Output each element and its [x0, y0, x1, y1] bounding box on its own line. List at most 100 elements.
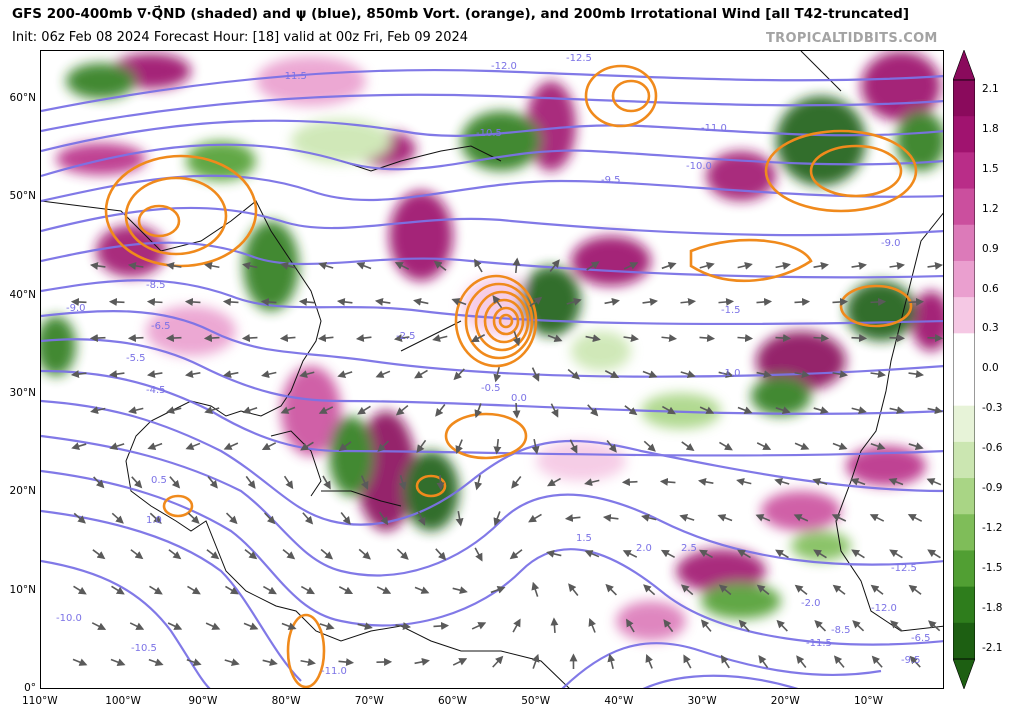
wind-arrow — [870, 297, 887, 306]
wind-arrow — [223, 370, 239, 379]
streamfunction-label: -4.5 — [146, 385, 166, 396]
wind-arrow — [717, 514, 733, 522]
wind-arrow — [908, 584, 922, 595]
colorbar-segment — [953, 586, 975, 624]
streamfunction-label: -9.0 — [66, 303, 86, 314]
wind-arrow — [207, 476, 218, 489]
lat-tick-label: 20°N — [9, 485, 36, 498]
wind-arrow — [435, 548, 447, 561]
colorbar-segment — [953, 405, 975, 443]
wind-arrow — [813, 549, 827, 559]
wind-arrow — [851, 406, 867, 415]
wind-arrow — [528, 513, 542, 523]
site-credit: TROPICALTIDBITS.COM — [766, 31, 938, 46]
wind-arrow — [564, 514, 581, 523]
wind-arrow — [890, 620, 903, 632]
wind-arrow — [585, 334, 601, 343]
wind-arrow — [70, 370, 87, 379]
streamfunction-label: -8.5 — [831, 625, 851, 636]
wind-arrow — [549, 259, 560, 272]
streamfunction-labels: -12.5 -12.0 -11.5 -11.0 -10.5 -10.0 -9.5 -9.0 -8… — [56, 53, 931, 677]
colorbar-tick-label: 2.1 — [982, 83, 999, 95]
wind-arrow — [432, 334, 448, 343]
wind-arrow — [263, 585, 277, 595]
wind-arrow — [550, 617, 559, 634]
vorticity-contours — [104, 64, 918, 688]
colorbar-tick-label: 0.3 — [982, 322, 999, 335]
wind-arrow — [512, 402, 521, 419]
colorbar-tick-label: -2.1 — [982, 641, 1003, 654]
wind-arrow — [794, 442, 810, 450]
wind-arrow — [167, 622, 183, 630]
wind-arrow — [584, 550, 600, 558]
wind-arrow — [758, 655, 769, 669]
wind-arrow — [300, 441, 314, 451]
streamfunction-label: -9.5 — [901, 655, 921, 666]
wind-arrow — [546, 477, 561, 487]
wind-arrow — [492, 294, 503, 309]
wind-arrow — [242, 406, 258, 414]
wind-arrow — [283, 475, 294, 490]
map-title: GFS 200-400mb ∇·Q⃗ND (shaded) and ψ (blu… — [12, 6, 910, 22]
wind-arrow — [378, 511, 389, 526]
wind-arrow — [621, 478, 638, 487]
wind-arrow — [168, 549, 182, 560]
wind-arrow — [699, 334, 716, 343]
wind-arrow — [280, 261, 296, 270]
wind-arrow — [661, 334, 678, 343]
wind-arrow — [624, 405, 638, 416]
wind-arrow — [531, 653, 540, 669]
wind-arrow — [698, 549, 713, 559]
colorbar-tick-label: -0.6 — [982, 442, 1003, 455]
wind-arrow — [531, 367, 540, 382]
wind-arrow — [317, 334, 334, 343]
streamfunction-label: -10.5 — [131, 643, 157, 654]
wind-arrow — [224, 658, 240, 667]
colorbar-segment — [953, 550, 975, 588]
wind-arrow — [643, 584, 656, 596]
streamfunction-label: 2.0 — [636, 543, 652, 554]
wind-arrow — [338, 658, 355, 667]
wind-arrow — [889, 261, 905, 270]
streamfunction-label: -6.5 — [151, 321, 171, 332]
wind-arrow — [645, 654, 653, 669]
wind-arrow — [794, 370, 810, 379]
colorbar-segment — [953, 224, 975, 262]
irrotational-wind-arrows — [70, 257, 943, 670]
wind-arrow — [394, 262, 410, 270]
wind-arrow — [375, 370, 391, 378]
wind-arrow — [414, 586, 430, 594]
wind-arrow — [493, 511, 502, 527]
wind-arrow — [302, 512, 314, 525]
wind-arrow — [812, 478, 828, 486]
wind-arrow — [793, 514, 809, 522]
wind-arrow — [357, 622, 373, 631]
wind-arrow — [185, 442, 201, 450]
wind-arrow — [433, 260, 447, 271]
wind-arrow — [244, 549, 258, 560]
wind-arrow — [93, 476, 105, 489]
wind-arrow — [756, 584, 770, 595]
wind-arrow — [89, 334, 106, 343]
wind-arrow — [474, 475, 483, 491]
wind-arrow — [699, 261, 715, 270]
colorbar-tick-label: -0.9 — [982, 482, 1003, 494]
colorbar-tick-label: 0.9 — [982, 242, 999, 255]
wind-arrow — [832, 584, 846, 595]
wind-arrow — [774, 477, 790, 486]
colorbar-segment — [953, 116, 975, 153]
wind-arrow — [455, 510, 464, 527]
wind-arrow — [356, 262, 372, 270]
streamfunction-label: -12.0 — [491, 61, 517, 72]
streamfunction-label: 1.5 — [576, 533, 592, 544]
wind-arrow — [455, 439, 463, 454]
wind-arrow — [374, 297, 391, 306]
wind-arrow — [512, 257, 521, 274]
wind-arrow — [471, 622, 487, 630]
wind-arrow — [546, 549, 562, 558]
wind-arrow — [357, 405, 371, 415]
wind-arrow — [623, 334, 639, 343]
wind-arrow — [852, 620, 865, 632]
colorbar-segment — [953, 80, 975, 117]
wind-arrow — [184, 370, 201, 379]
